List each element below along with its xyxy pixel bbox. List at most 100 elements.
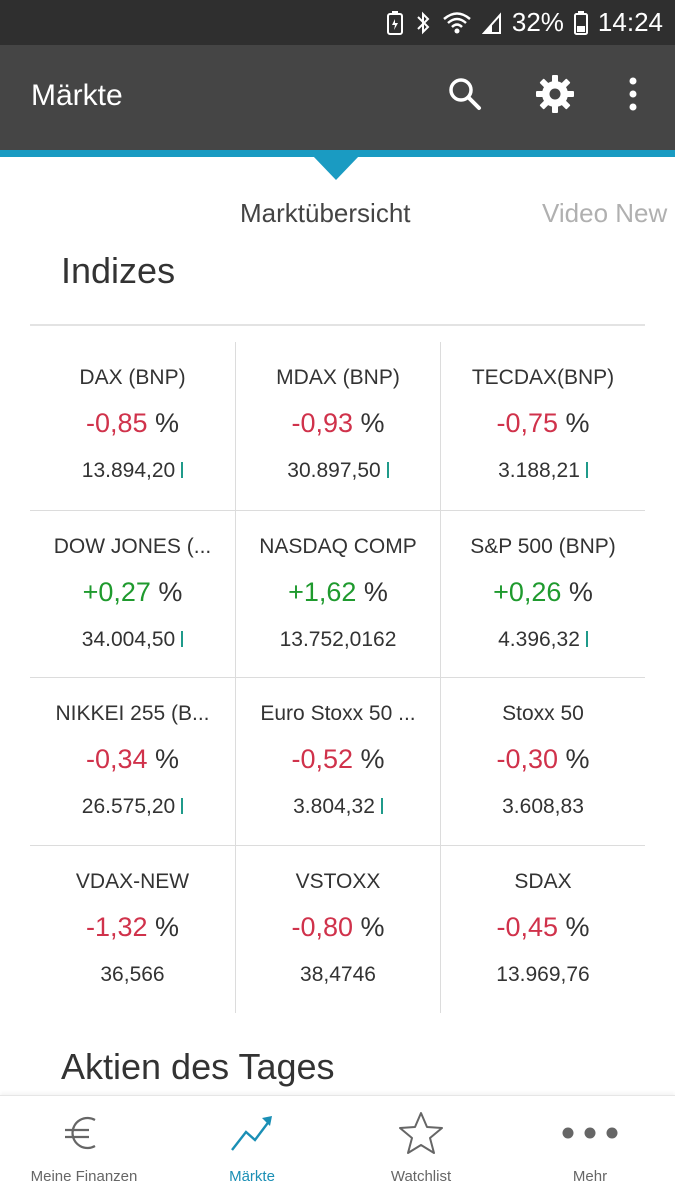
tab-video-news[interactable]: Video New <box>542 198 668 228</box>
index-name: VDAX-NEW <box>75 869 190 893</box>
status-bar: 32% 14:24 <box>0 0 675 45</box>
nav-label: Meine Finanzen <box>30 1168 138 1185</box>
change-value: +0,27 <box>82 576 151 607</box>
index-tile[interactable]: Stoxx 50 -0,30 % 3.608,83 <box>440 678 645 846</box>
value-text: 38,4746 <box>300 962 376 986</box>
value-text: 30.897,50 <box>287 459 381 482</box>
index-value: 26.575,20 <box>30 795 235 819</box>
index-tile[interactable]: TECDAX(BNP) -0,75 % 3.188,21 <box>440 342 645 510</box>
index-value: 3.188,21 <box>441 459 645 483</box>
percent-unit: % <box>155 911 180 942</box>
index-tile[interactable]: S&P 500 (BNP) +0,26 % 4.396,32 <box>440 510 645 678</box>
tab-marktuebersicht[interactable]: Marktübersicht <box>240 198 411 228</box>
index-tile[interactable]: DOW JONES (... +0,27 % 34.004,50 <box>30 511 235 679</box>
percent-unit: % <box>565 408 590 438</box>
index-value: 30.897,50 <box>236 459 440 483</box>
live-tick-icon <box>181 798 184 814</box>
wifi-icon <box>442 10 472 36</box>
page-title: Märkte <box>31 79 123 112</box>
index-change: -0,75 % <box>441 408 645 439</box>
gear-icon <box>535 74 575 119</box>
index-name: S&P 500 (BNP) <box>470 534 616 558</box>
index-name: Stoxx 50 <box>502 702 584 725</box>
indices-grid: DAX (BNP) -0,85 % 13.894,20 MDAX (BNP) -… <box>30 342 645 1014</box>
index-change: -0,30 % <box>441 744 645 775</box>
live-tick-icon <box>380 798 383 814</box>
index-name: SDAX <box>514 869 572 893</box>
value-text: 13.894,20 <box>81 459 176 482</box>
overflow-menu-button[interactable] <box>608 71 658 121</box>
percent-unit: % <box>155 408 180 438</box>
app-bar: Märkte <box>0 45 675 150</box>
index-value: 34.004,50 <box>30 628 235 652</box>
nav-item-meine-finanzen[interactable]: Meine Finanzen <box>0 1096 168 1200</box>
index-tile[interactable]: NASDAQ COMP +1,62 % 13.752,0162 <box>235 510 440 678</box>
battery-icon <box>573 10 588 36</box>
live-tick-icon <box>585 630 588 647</box>
star-icon <box>337 1108 505 1158</box>
index-tile[interactable]: SDAX -0,45 % 13.969,76 <box>440 845 645 1013</box>
nav-item-maerkte[interactable]: Märkte <box>168 1096 336 1200</box>
index-name: DAX (BNP) <box>79 366 186 389</box>
index-value: 13.969,76 <box>441 963 645 987</box>
value-text: 3.188,21 <box>498 459 580 482</box>
value-text: 4.396,32 <box>498 627 580 651</box>
index-tile[interactable]: VDAX-NEW -1,32 % 36,566 <box>30 846 235 1014</box>
index-change: -1,32 % <box>30 912 235 943</box>
index-tile[interactable]: DAX (BNP) -0,85 % 13.894,20 <box>30 342 235 510</box>
battery-percent: 32% <box>511 7 564 37</box>
change-value: -0,30 <box>496 744 558 774</box>
index-value: 38,4746 <box>236 963 440 987</box>
index-name: VSTOXX <box>295 869 381 893</box>
percent-unit: % <box>565 744 590 774</box>
index-change: -0,93 % <box>236 408 440 439</box>
signal-icon <box>481 10 502 36</box>
live-tick-icon <box>386 462 389 478</box>
index-name: Euro Stoxx 50 ... <box>260 702 416 725</box>
tab-indicator-line <box>0 150 675 157</box>
indices-row: NIKKEI 255 (B... -0,34 % 26.575,20 Euro … <box>30 677 645 846</box>
more-vert-icon <box>627 76 639 117</box>
live-tick-icon <box>181 630 184 647</box>
index-tile[interactable]: VSTOXX -0,80 % 38,4746 <box>235 845 440 1013</box>
nav-item-mehr[interactable]: Mehr <box>506 1096 674 1200</box>
change-value: +0,26 <box>493 576 562 607</box>
index-tile[interactable]: NIKKEI 255 (B... -0,34 % 26.575,20 <box>30 678 235 846</box>
percent-unit: % <box>363 576 388 607</box>
percent-unit: % <box>360 911 385 942</box>
index-change: +1,62 % <box>236 577 440 608</box>
index-name: TECDAX(BNP) <box>471 366 615 389</box>
percent-unit: % <box>155 744 180 774</box>
euro-icon <box>0 1108 168 1158</box>
more-horiz-icon <box>506 1108 674 1158</box>
index-value: 13.752,0162 <box>236 628 440 652</box>
tab-indicator-pointer <box>313 156 359 180</box>
index-change: -0,34 % <box>30 744 235 775</box>
change-value: +1,62 <box>288 576 357 607</box>
index-tile[interactable]: Euro Stoxx 50 ... -0,52 % 3.804,32 <box>235 678 440 846</box>
index-value: 13.894,20 <box>30 459 235 483</box>
settings-button[interactable] <box>530 71 580 121</box>
index-change: -0,85 % <box>30 408 235 439</box>
value-text: 3.804,32 <box>293 795 375 818</box>
indices-row: DAX (BNP) -0,85 % 13.894,20 MDAX (BNP) -… <box>30 342 645 510</box>
percent-unit: % <box>360 744 385 774</box>
value-text: 26.575,20 <box>81 795 176 818</box>
change-value: -0,52 <box>291 744 353 774</box>
search-button[interactable] <box>440 71 490 121</box>
nav-item-watchlist[interactable]: Watchlist <box>337 1096 505 1200</box>
value-text: 3.608,83 <box>502 795 584 818</box>
change-value: -0,80 <box>291 911 353 942</box>
index-tile[interactable]: MDAX (BNP) -0,93 % 30.897,50 <box>235 342 440 510</box>
change-value: -0,93 <box>291 408 353 438</box>
section-title-indizes: Indizes <box>61 250 176 291</box>
index-name: DOW JONES (... <box>53 534 212 558</box>
nav-label: Märkte <box>229 1168 275 1185</box>
index-change: -0,52 % <box>236 744 440 775</box>
live-tick-icon <box>585 462 588 478</box>
indices-row: VDAX-NEW -1,32 % 36,566 VSTOXX -0,80 % 3… <box>30 844 645 1014</box>
index-change: -0,45 % <box>441 912 645 943</box>
value-text: 13.752,0162 <box>279 627 397 651</box>
index-value: 36,566 <box>30 963 235 987</box>
divider <box>30 324 645 326</box>
